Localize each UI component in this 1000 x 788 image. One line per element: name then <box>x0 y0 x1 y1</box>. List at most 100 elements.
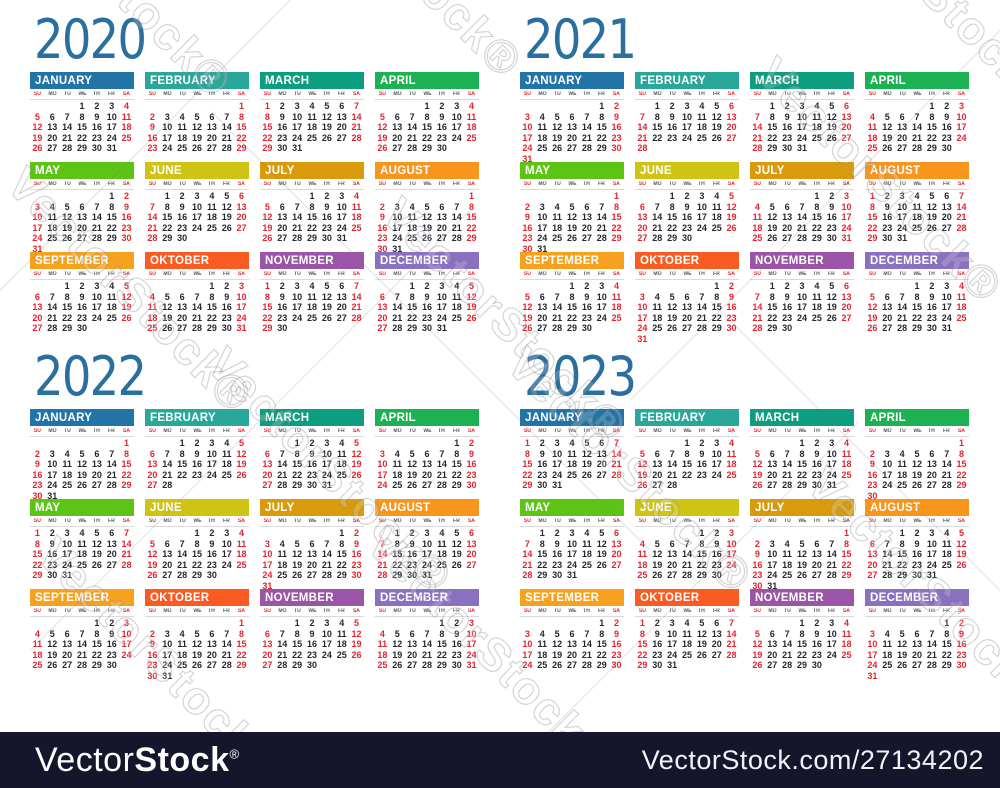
day-cell: 16 <box>652 639 663 649</box>
weekday-label: SU <box>378 518 386 524</box>
day-cell: 27 <box>32 323 43 333</box>
day-cell: 8 <box>239 111 245 122</box>
weekday-label: SU <box>753 181 761 187</box>
days-grid: 1 2 3 4 5 6 7 8 9 10 11 12 13 14 15 16 17 18 19 20 21 22 23 24 2… <box>30 618 134 671</box>
day-cell: 18 <box>726 459 737 469</box>
weekday-label: TH <box>813 428 821 434</box>
weekday-row: SU MO TU WE TH FR SA <box>375 181 479 190</box>
day-cell: 17 <box>941 302 952 312</box>
day-cell: 9 <box>554 538 560 549</box>
day-cell: 19 <box>407 469 418 480</box>
weekday-label: MO <box>653 271 662 277</box>
day-cell: 30 <box>277 323 288 333</box>
weekday-label: SU <box>868 428 876 434</box>
month-block: FEBRUARY SU MO TU WE TH FR SA 1 2 3 4 5 6 7 8 9 10 11 12 1… <box>145 409 249 494</box>
day-cell: 20 <box>581 222 592 233</box>
weekday-label: WE <box>567 608 577 614</box>
day-cell: 20 <box>336 302 347 312</box>
weekday-row: SU MO TU WE TH FR SA <box>635 608 739 617</box>
weekday-label: FR <box>453 271 461 277</box>
weekday-label: TH <box>323 181 331 187</box>
weekday-label: TH <box>93 181 101 187</box>
day-cell: 24 <box>121 649 132 660</box>
day-cell: 7 <box>584 111 590 122</box>
day-cell: 25 <box>882 660 893 670</box>
weekday-label: TU <box>898 181 906 187</box>
day-cell: 13 <box>47 122 58 132</box>
day-cell: 1 <box>264 101 270 111</box>
month-name: MARCH <box>755 411 800 424</box>
day-cell: 24 <box>897 222 908 233</box>
weekday-label: MO <box>163 181 172 187</box>
day-cell: 24 <box>767 570 778 580</box>
weekday-label: SA <box>123 518 131 524</box>
day-cell: 28 <box>147 233 158 243</box>
weekday-label: FR <box>108 608 116 614</box>
day-cell: 7 <box>109 448 115 459</box>
day-cell: 18 <box>867 132 878 143</box>
day-cell: 19 <box>696 639 707 649</box>
day-cell: 21 <box>522 559 533 570</box>
day-cell: 9 <box>409 538 415 549</box>
day-cell: 6 <box>569 111 575 122</box>
day-cell: 26 <box>76 480 87 490</box>
day-cell: 11 <box>221 448 232 459</box>
weekday-label: FR <box>943 428 951 434</box>
day-cell: 17 <box>336 212 347 222</box>
day-cell: 4 <box>959 281 965 291</box>
weekday-row: SU MO TU WE TH FR SA <box>375 271 479 280</box>
day-cell: 27 <box>62 660 73 670</box>
day-cell: 25 <box>336 649 347 660</box>
day-cell: 3 <box>884 448 890 459</box>
weekday-label: FR <box>713 181 721 187</box>
day-cell: 22 <box>206 312 217 323</box>
day-cell: 7 <box>884 538 890 549</box>
day-cell: 21 <box>782 649 793 660</box>
day-cell: 12 <box>522 302 533 312</box>
day-cell: 6 <box>179 291 185 302</box>
day-cell: 16 <box>306 639 317 649</box>
day-cell: 3 <box>829 438 835 448</box>
day-cell: 18 <box>306 122 317 132</box>
weekday-label: MO <box>278 271 287 277</box>
month-name: DECEMBER <box>380 591 449 604</box>
days-grid: 1 2 3 4 5 6 7 8 9 10 11 12 13 14 15 16 17 18 19 20 21 22 23 24 2… <box>635 101 739 154</box>
weekday-label: MO <box>883 91 892 97</box>
day-cell: 11 <box>106 291 117 302</box>
day-cell: 6 <box>424 448 430 459</box>
day-cell: 25 <box>681 649 692 660</box>
day-cell: 19 <box>767 222 778 233</box>
day-cell: 10 <box>796 291 807 302</box>
day-cell: 21 <box>277 469 288 480</box>
day-cell: 6 <box>714 618 720 628</box>
day-cell: 13 <box>611 538 622 549</box>
day-cell: 21 <box>436 469 447 480</box>
weekday-label: MO <box>278 428 287 434</box>
day-cell: 23 <box>911 559 922 570</box>
day-cell: 7 <box>639 111 645 122</box>
day-cell: 21 <box>926 649 937 660</box>
day-cell: 27 <box>306 570 317 580</box>
month-block: JANUARY SU MO TU WE TH FR SA 1 2 3 4 5 6 7 8 9 10 11 12 13… <box>30 72 134 157</box>
day-cell: 26 <box>377 143 388 153</box>
day-cell: 12 <box>826 111 837 122</box>
day-cell: 7 <box>799 201 805 212</box>
day-cell: 30 <box>306 660 317 670</box>
weekday-label: MO <box>538 91 547 97</box>
day-cell: 14 <box>726 628 737 639</box>
day-cell: 25 <box>221 469 232 480</box>
weekday-label: FR <box>713 91 721 97</box>
day-cell: 24 <box>522 143 533 153</box>
weekday-label: FR <box>943 181 951 187</box>
month-block: APRIL SU MO TU WE TH FR SA 1 2 3 4 5 6 7 8 9 10 11 12 13 14… <box>375 72 479 157</box>
day-cell: 30 <box>147 670 158 681</box>
weekday-label: TH <box>928 271 936 277</box>
weekday-label: SA <box>613 428 621 434</box>
day-cell: 17 <box>91 302 102 312</box>
day-cell: 17 <box>221 549 232 559</box>
day-cell: 4 <box>49 201 55 212</box>
day-cell: 17 <box>47 469 58 480</box>
day-cell: 16 <box>581 302 592 312</box>
day-cell: 28 <box>121 559 132 570</box>
day-cell: 13 <box>236 201 247 212</box>
